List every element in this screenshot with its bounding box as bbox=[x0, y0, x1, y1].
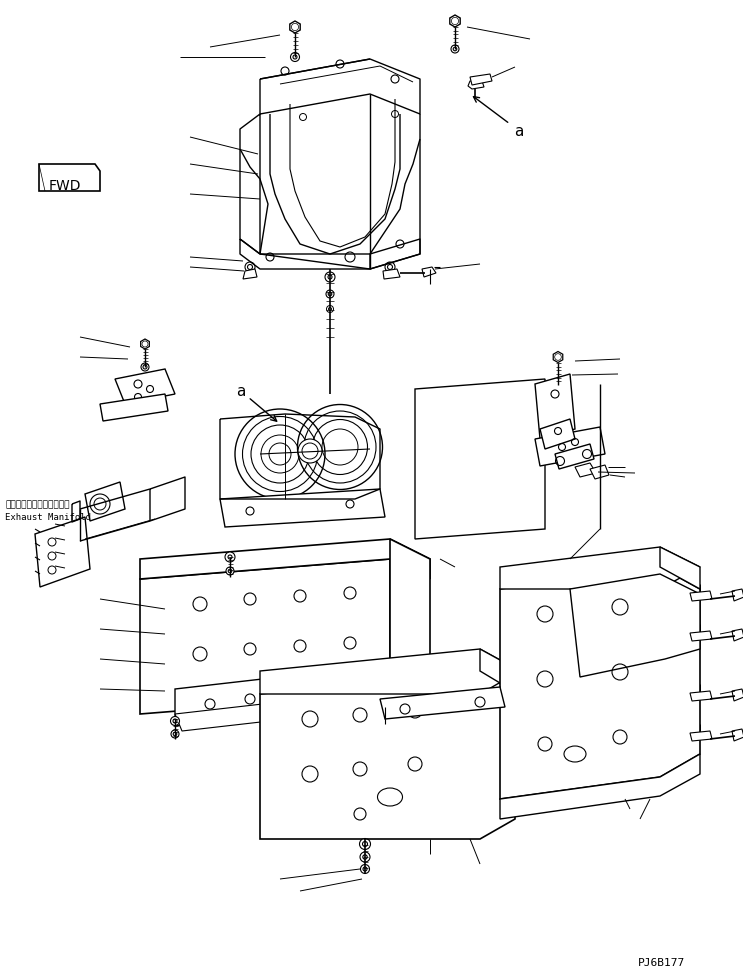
Circle shape bbox=[247, 266, 253, 270]
Polygon shape bbox=[690, 632, 712, 641]
Polygon shape bbox=[422, 267, 436, 278]
Polygon shape bbox=[100, 394, 168, 422]
Circle shape bbox=[245, 263, 255, 272]
Polygon shape bbox=[690, 591, 712, 602]
Circle shape bbox=[388, 266, 392, 270]
Polygon shape bbox=[220, 489, 385, 527]
Circle shape bbox=[325, 272, 335, 283]
Circle shape bbox=[326, 291, 334, 298]
Polygon shape bbox=[140, 540, 430, 579]
Polygon shape bbox=[175, 677, 280, 726]
Circle shape bbox=[363, 855, 367, 860]
Circle shape bbox=[293, 56, 297, 60]
Circle shape bbox=[226, 568, 234, 576]
Polygon shape bbox=[590, 465, 609, 480]
Polygon shape bbox=[470, 75, 492, 86]
Text: FWD: FWD bbox=[49, 179, 82, 193]
Circle shape bbox=[360, 852, 370, 862]
Circle shape bbox=[363, 842, 368, 847]
Polygon shape bbox=[380, 687, 505, 719]
Polygon shape bbox=[500, 547, 700, 589]
Text: Exhaust Manifold: Exhaust Manifold bbox=[5, 513, 91, 521]
Circle shape bbox=[173, 719, 177, 723]
Circle shape bbox=[328, 276, 332, 280]
Circle shape bbox=[328, 293, 332, 297]
Polygon shape bbox=[690, 732, 712, 741]
Polygon shape bbox=[540, 420, 575, 450]
Circle shape bbox=[291, 53, 299, 62]
Text: エキゾーストマニホールド: エキゾーストマニホールド bbox=[5, 499, 70, 509]
Text: PJ6B177: PJ6B177 bbox=[638, 957, 685, 967]
Circle shape bbox=[360, 838, 371, 850]
Polygon shape bbox=[390, 540, 430, 719]
Polygon shape bbox=[468, 82, 484, 90]
Polygon shape bbox=[175, 703, 287, 732]
Circle shape bbox=[225, 552, 235, 562]
Circle shape bbox=[143, 365, 147, 369]
Circle shape bbox=[171, 731, 179, 738]
Polygon shape bbox=[85, 483, 125, 521]
Polygon shape bbox=[732, 730, 743, 741]
Polygon shape bbox=[535, 375, 575, 440]
Polygon shape bbox=[500, 754, 700, 819]
Polygon shape bbox=[35, 517, 90, 587]
Circle shape bbox=[173, 733, 177, 736]
Circle shape bbox=[228, 555, 232, 559]
Polygon shape bbox=[690, 691, 712, 702]
Polygon shape bbox=[140, 340, 149, 350]
Polygon shape bbox=[243, 269, 257, 280]
Circle shape bbox=[170, 717, 180, 726]
Circle shape bbox=[326, 306, 334, 313]
Polygon shape bbox=[732, 589, 743, 602]
Polygon shape bbox=[535, 427, 605, 466]
Polygon shape bbox=[260, 649, 520, 694]
Polygon shape bbox=[140, 559, 390, 714]
Polygon shape bbox=[115, 369, 175, 405]
Circle shape bbox=[328, 308, 331, 311]
Polygon shape bbox=[554, 352, 562, 363]
Polygon shape bbox=[450, 16, 460, 28]
Polygon shape bbox=[732, 629, 743, 641]
Circle shape bbox=[141, 363, 149, 372]
Circle shape bbox=[228, 570, 232, 574]
Polygon shape bbox=[260, 672, 515, 839]
Text: a: a bbox=[514, 124, 523, 140]
Polygon shape bbox=[39, 165, 100, 192]
Polygon shape bbox=[575, 463, 596, 478]
Circle shape bbox=[451, 46, 459, 54]
Polygon shape bbox=[660, 547, 700, 589]
Polygon shape bbox=[732, 689, 743, 702]
Circle shape bbox=[298, 440, 322, 463]
Circle shape bbox=[453, 48, 457, 51]
Circle shape bbox=[360, 864, 369, 874]
Text: a: a bbox=[236, 384, 245, 399]
Polygon shape bbox=[555, 445, 594, 470]
Polygon shape bbox=[570, 575, 700, 677]
Polygon shape bbox=[480, 649, 520, 692]
Polygon shape bbox=[415, 380, 545, 540]
Polygon shape bbox=[290, 22, 300, 34]
Circle shape bbox=[385, 263, 395, 272]
Polygon shape bbox=[500, 568, 700, 799]
Polygon shape bbox=[383, 269, 400, 280]
Circle shape bbox=[363, 867, 367, 871]
